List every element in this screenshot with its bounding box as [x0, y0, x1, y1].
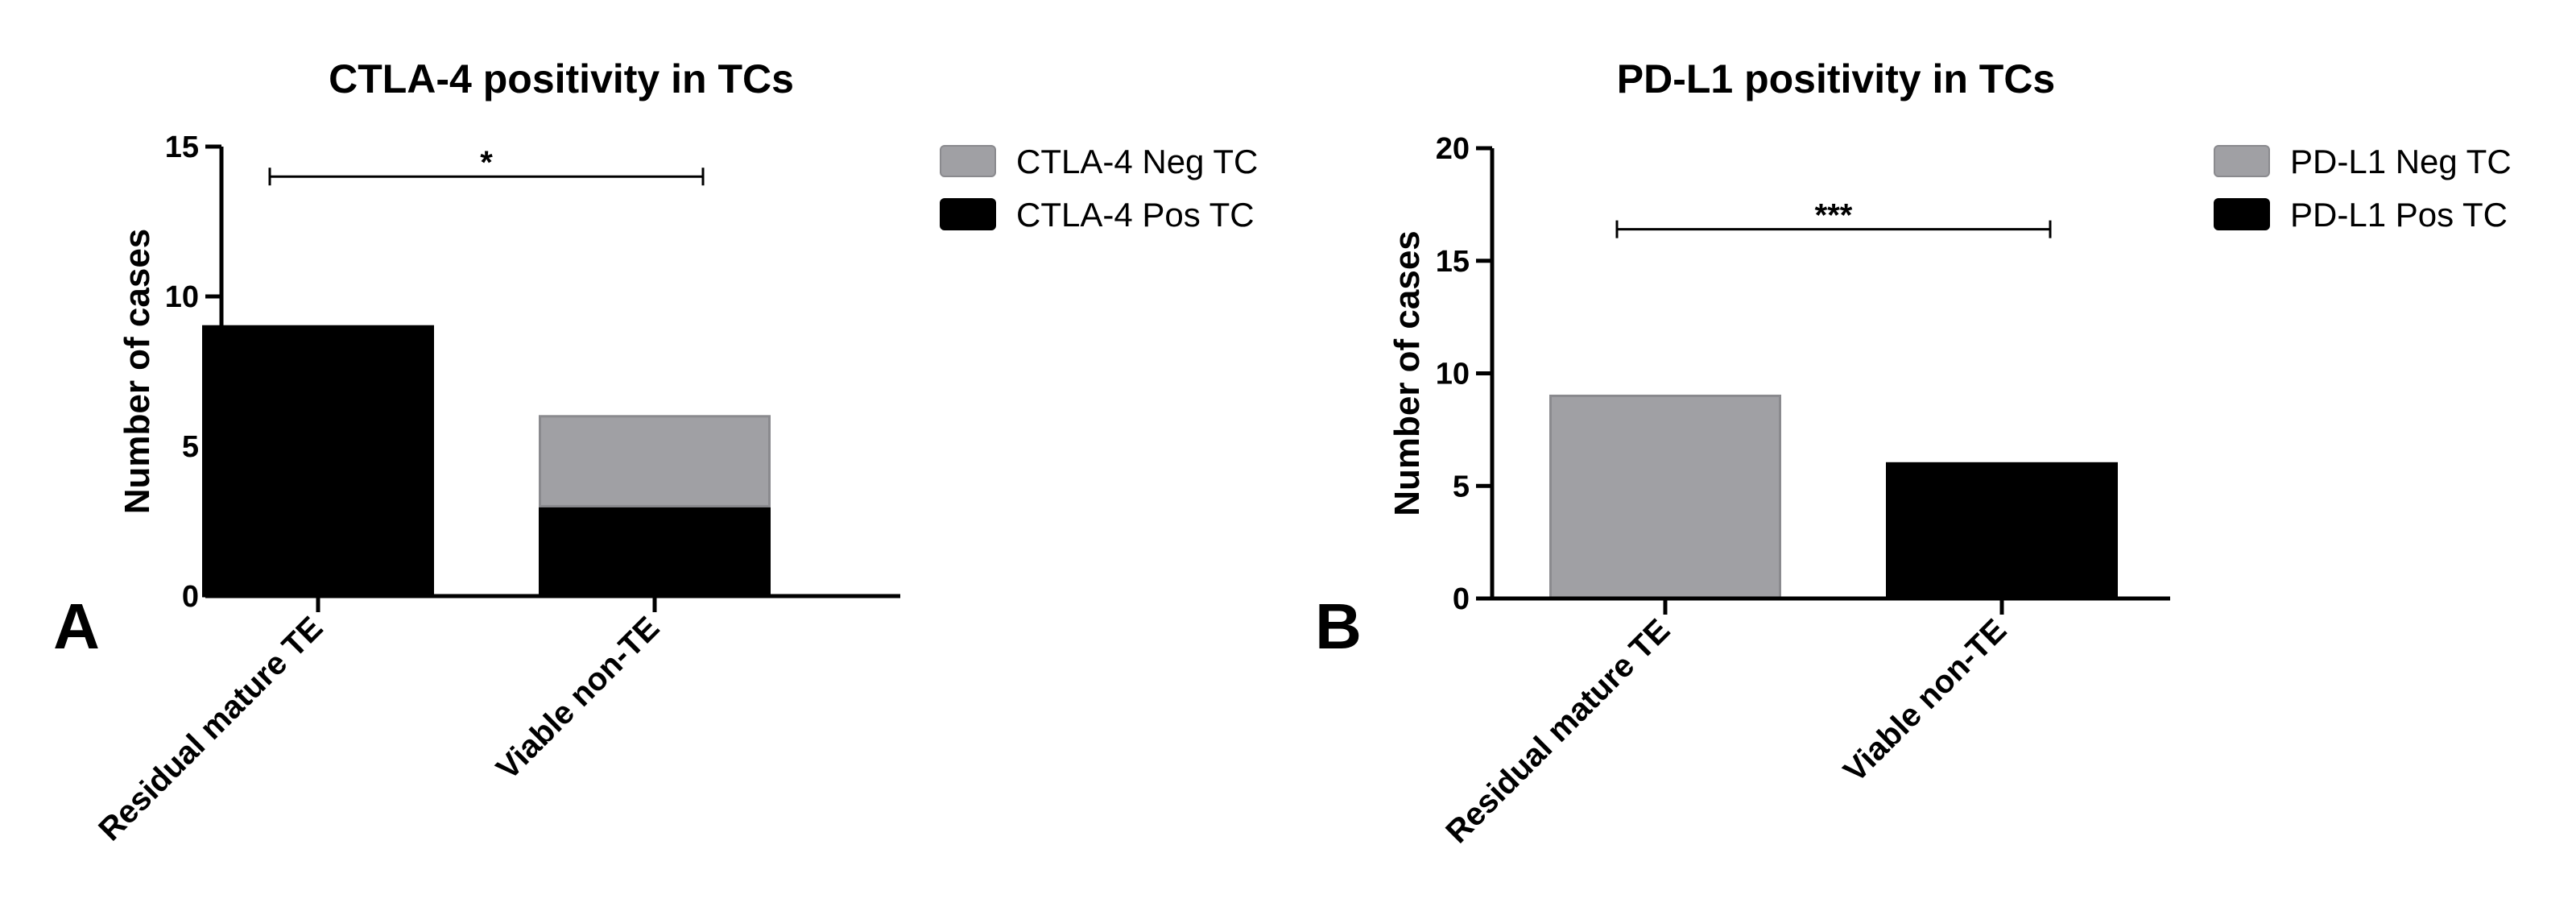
panel-b-legend-label-pd-l1-neg-tc: PD-L1 Neg TC — [2290, 143, 2512, 180]
panel-b-panel-letter: B — [1315, 590, 1362, 662]
panel-a-panel-letter: A — [53, 590, 100, 662]
panel-b-x-tick-label-viable-non-te: Viable non-TE — [1837, 612, 2013, 789]
panel-b-legend-label-pd-l1-pos-tc: PD-L1 Pos TC — [2290, 196, 2508, 234]
panel-a-y-tick-label-5: 5 — [182, 430, 199, 464]
panel-a-y-tick-label-15: 15 — [165, 130, 199, 164]
panel-a-x-tick-label-residual-mature-te: Residual mature TE — [92, 610, 329, 847]
panel-b-y-tick-label-15: 15 — [1436, 245, 1470, 279]
panel-b-x-tick-label-residual-mature-te: Residual mature TE — [1439, 612, 1677, 850]
panel-a-bar-ctla-4-pos-tc-residual-mature-te — [202, 325, 434, 598]
panel-b-y-tick-label-10: 10 — [1436, 358, 1470, 391]
panel-a-y-axis-label: Number of cases — [118, 229, 157, 515]
panel-a-bar-ctla-4-neg-tc-viable-non-te — [539, 415, 771, 507]
panel-b-y-tick-label-0: 0 — [1453, 582, 1470, 616]
panel-b-y-tick-label-20: 20 — [1436, 132, 1470, 166]
panel-a-chart-title: CTLA-4 positivity in TCs — [329, 56, 794, 101]
panel-a-legend-swatch-ctla-4-pos-tc — [940, 198, 996, 230]
panel-a-legend-swatch-ctla-4-neg-tc — [940, 145, 996, 177]
chart-panel-b: PD-L1 positivity in TCs Number of cases B 0… — [1315, 56, 2512, 850]
panel-a-significance-label: * — [480, 145, 493, 180]
panel-b-bar-pd-l1-pos-tc-viable-non-te — [1886, 462, 2118, 600]
panel-b-significance-label: *** — [1815, 198, 1853, 234]
panel-b-y-axis-label: Number of cases — [1387, 230, 1427, 516]
panel-a-y-tick-label-0: 0 — [182, 580, 199, 614]
panel-a-y-tick-label-10: 10 — [165, 280, 199, 314]
panel-b-bar-pd-l1-neg-tc-residual-mature-te — [1549, 394, 1781, 600]
panel-b-y-tick-label-5: 5 — [1453, 470, 1470, 503]
panel-a-legend-label-ctla-4-pos-tc: CTLA-4 Pos TC — [1016, 196, 1255, 234]
panel-a-legend-label-ctla-4-neg-tc: CTLA-4 Neg TC — [1016, 143, 1258, 180]
chart-panel-a: CTLA-4 positivity in TCs Number of cases A… — [53, 56, 1258, 847]
panel-b-legend-swatch-pd-l1-pos-tc — [2214, 198, 2270, 230]
panel-b-legend-swatch-pd-l1-neg-tc — [2214, 145, 2270, 177]
panel-a-bar-ctla-4-pos-tc-viable-non-te — [539, 504, 771, 598]
panel-b-chart-title: PD-L1 positivity in TCs — [1617, 56, 2056, 101]
panel-a-x-tick-label-viable-non-te: Viable non-TE — [490, 610, 666, 786]
